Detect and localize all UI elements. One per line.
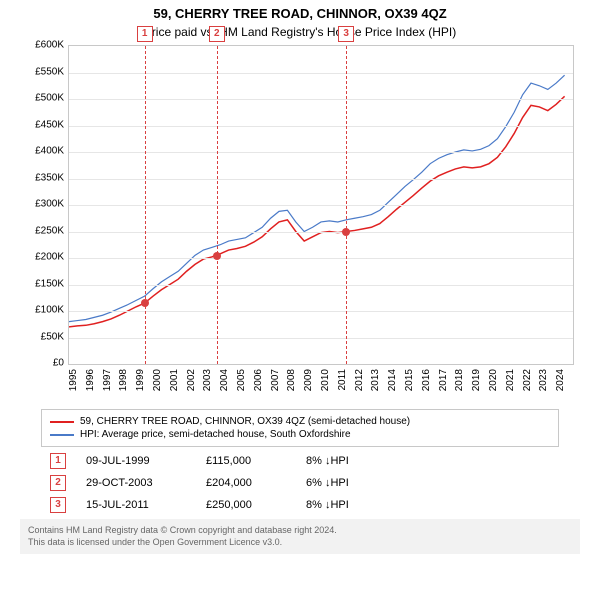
event-vline-badge-3: 3	[338, 26, 354, 42]
event-row-2: 2 29-OCT-2003 £204,000 6%HPI	[50, 475, 550, 491]
legend-item-hpi: HPI: Average price, semi-detached house,…	[50, 429, 550, 440]
y-axis-label: £500K	[20, 93, 64, 104]
footer-line-1: Contains HM Land Registry data © Crown c…	[28, 525, 572, 537]
event-vline-badge-2: 2	[209, 26, 225, 42]
plot-area: 123	[68, 45, 574, 365]
event-row-3: 3 15-JUL-2011 £250,000 8%HPI	[50, 497, 550, 513]
event-badge-1: 1	[50, 453, 66, 469]
event-marker-1	[141, 299, 149, 307]
event-date-1: 09-JUL-1999	[86, 455, 206, 467]
footer-line-2: This data is licensed under the Open Gov…	[28, 537, 572, 549]
y-axis-label: £600K	[20, 40, 64, 51]
y-axis-label: £550K	[20, 66, 64, 77]
legend: 59, CHERRY TREE ROAD, CHINNOR, OX39 4QZ …	[41, 409, 559, 447]
y-axis-label: £250K	[20, 225, 64, 236]
y-axis-label: £50K	[20, 331, 64, 342]
event-row-1: 1 09-JUL-1999 £115,000 8%HPI	[50, 453, 550, 469]
chart-subtitle: Price paid vs. HM Land Registry's House …	[0, 25, 600, 39]
event-vline-2	[217, 46, 218, 364]
chart-area: 123 £0 £50K £100K £150K £200K £250K £300K £350K…	[20, 45, 580, 405]
event-vline-badge-1: 1	[137, 26, 153, 42]
event-price-2: £204,000	[206, 477, 306, 489]
event-price-3: £250,000	[206, 499, 306, 511]
event-pct-3: 8%HPI	[306, 499, 446, 511]
legend-swatch-property	[50, 421, 74, 423]
event-date-3: 15-JUL-2011	[86, 499, 206, 511]
y-axis-label: £300K	[20, 199, 64, 210]
x-axis-label: 2024	[555, 369, 591, 391]
events-table: 1 09-JUL-1999 £115,000 8%HPI 2 29-OCT-20…	[50, 453, 550, 513]
legend-item-property: 59, CHERRY TREE ROAD, CHINNOR, OX39 4QZ …	[50, 416, 550, 427]
legend-label-property: 59, CHERRY TREE ROAD, CHINNOR, OX39 4QZ …	[80, 416, 410, 427]
event-pct-2: 6%HPI	[306, 477, 446, 489]
footer: Contains HM Land Registry data © Crown c…	[20, 519, 580, 554]
y-axis-label: £400K	[20, 146, 64, 157]
event-badge-2: 2	[50, 475, 66, 491]
event-pct-1: 8%HPI	[306, 455, 446, 467]
chart-title: 59, CHERRY TREE ROAD, CHINNOR, OX39 4QZ	[0, 6, 600, 21]
event-marker-3	[342, 228, 350, 236]
legend-label-hpi: HPI: Average price, semi-detached house,…	[80, 429, 351, 440]
y-axis-label: £350K	[20, 172, 64, 183]
event-marker-2	[213, 252, 221, 260]
event-price-1: £115,000	[206, 455, 306, 467]
event-vline-3	[346, 46, 347, 364]
y-axis-label: £100K	[20, 305, 64, 316]
event-badge-3: 3	[50, 497, 66, 513]
event-vline-1	[145, 46, 146, 364]
event-date-2: 29-OCT-2003	[86, 477, 206, 489]
chart-container: 59, CHERRY TREE ROAD, CHINNOR, OX39 4QZ …	[0, 6, 600, 596]
series-line-property	[69, 96, 565, 327]
y-axis-label: £200K	[20, 252, 64, 263]
legend-swatch-hpi	[50, 434, 74, 436]
y-axis-label: £450K	[20, 119, 64, 130]
y-axis-label: £150K	[20, 278, 64, 289]
y-axis-label: £0	[20, 358, 64, 369]
